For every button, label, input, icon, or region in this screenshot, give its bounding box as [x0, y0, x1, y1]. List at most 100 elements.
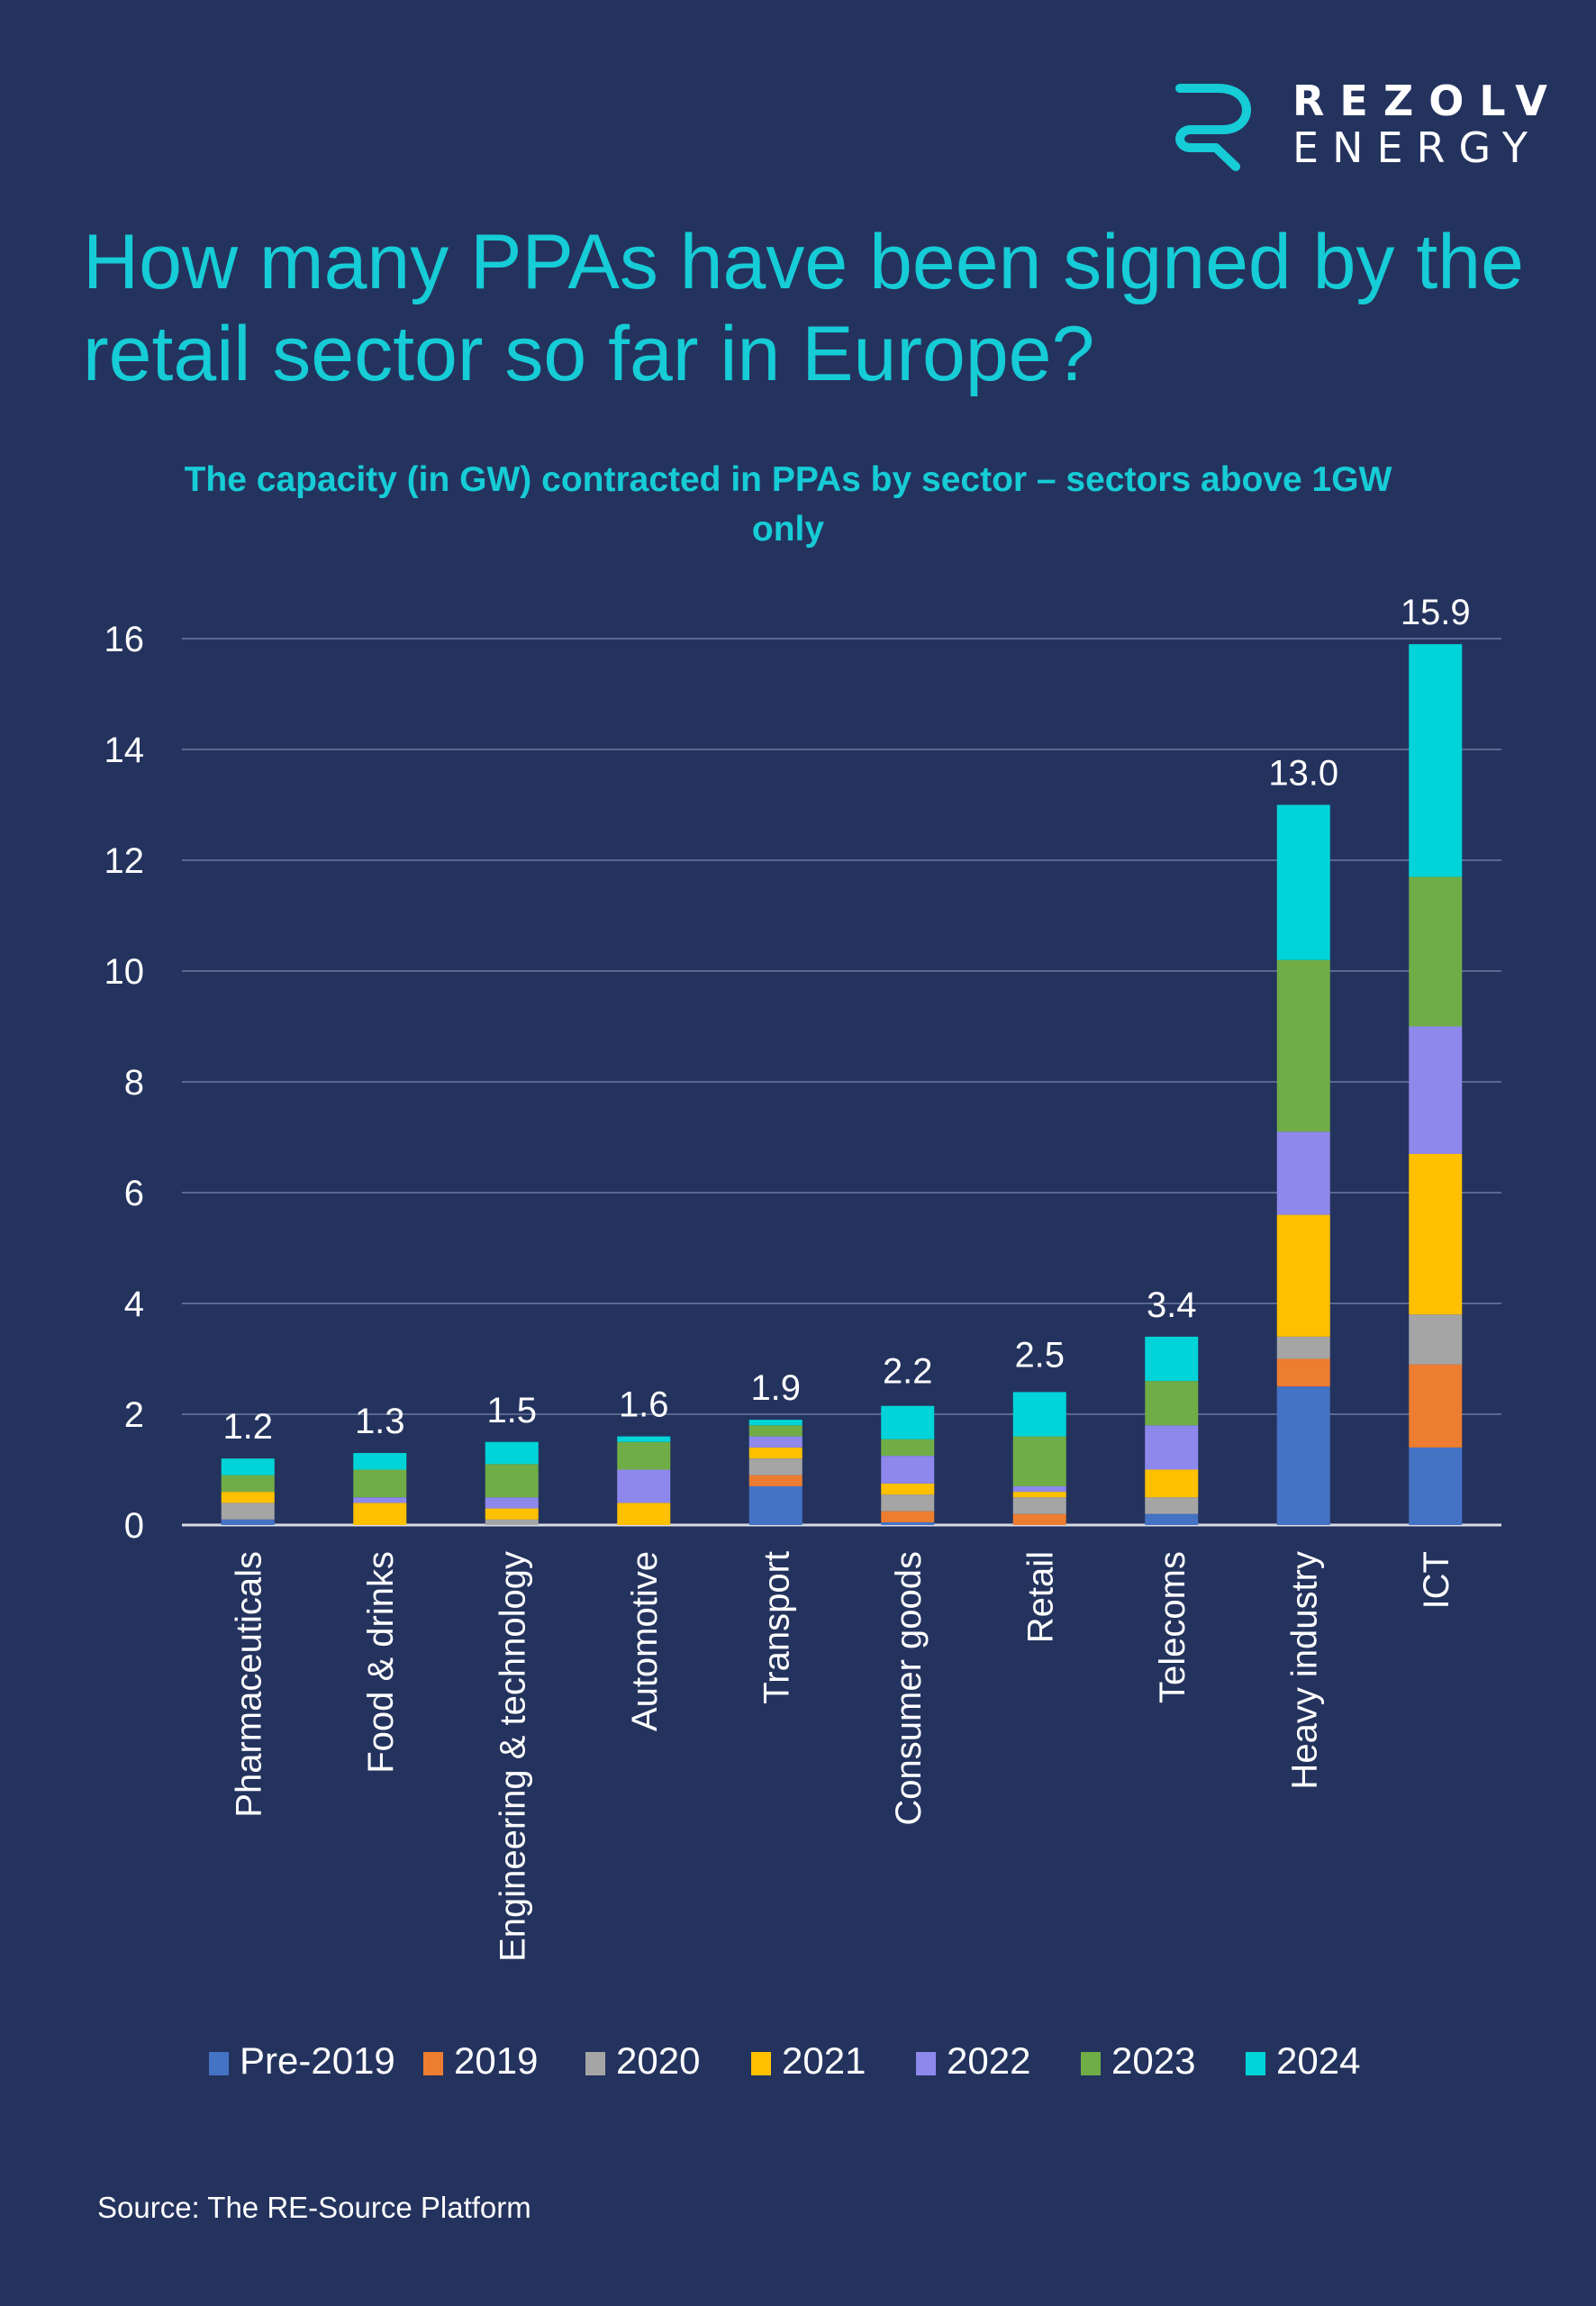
legend-swatch	[751, 2052, 771, 2075]
bar-segment	[881, 1511, 935, 1522]
bar-segment	[221, 1475, 275, 1493]
bar-segment	[1409, 1447, 1463, 1525]
brand-name-line1: REZOLV	[1292, 77, 1563, 125]
bar-segment	[881, 1456, 935, 1484]
legend-item: 2022	[916, 2039, 1030, 2082]
total-label: 3.4	[1147, 1285, 1197, 1325]
y-tick-label: 4	[124, 1285, 144, 1324]
bar-segment	[617, 1503, 671, 1525]
bar-segment	[617, 1441, 671, 1470]
bar-segment	[748, 1436, 803, 1448]
legend-swatch	[423, 2052, 443, 2075]
legend-swatch	[1246, 2052, 1265, 2075]
bar-segment	[748, 1475, 803, 1486]
legend-label: 2019	[454, 2039, 538, 2082]
bar-segment	[1145, 1497, 1199, 1514]
y-tick-label: 2	[124, 1395, 144, 1435]
bar-segment	[485, 1519, 539, 1525]
bar-stack	[1012, 1392, 1066, 1525]
legend: Pre-2019 2019 2020 2021 2022 2023 2024	[209, 2039, 1360, 2082]
bar-stack	[881, 1405, 935, 1525]
legend-item: 2020	[585, 2039, 700, 2082]
bar-segment	[353, 1469, 407, 1498]
bar-segment	[748, 1485, 803, 1525]
bar-segment	[1145, 1425, 1199, 1470]
r-monogram-icon	[1175, 84, 1251, 171]
chart-title: The capacity (in GW) contracted in PPAs …	[184, 460, 1392, 549]
y-axis-ticks: 0 2 4 6 8 10 12 14 16	[104, 620, 145, 1546]
total-label: 1.6	[619, 1385, 669, 1425]
bar-segment	[881, 1483, 935, 1495]
legend-label: Pre-2019	[240, 2039, 395, 2082]
y-tick-label: 12	[104, 841, 145, 881]
x-tick-label: ICT	[1417, 1551, 1456, 1609]
x-tick-label: Automotive	[625, 1551, 665, 1731]
brand-name-line2: ENERGY	[1292, 123, 1541, 172]
legend-label: 2021	[782, 2039, 866, 2082]
total-label: 15.9	[1401, 593, 1471, 632]
legend-item: 2019	[423, 2039, 538, 2082]
total-label: 13.0	[1268, 754, 1338, 794]
bar-segment	[1012, 1513, 1066, 1525]
bar-segment	[1276, 1358, 1330, 1387]
bar-segment	[1145, 1513, 1199, 1525]
page-title: How many PPAs have been signed by the re…	[83, 219, 1524, 397]
bar-segment	[617, 1469, 671, 1503]
bar-segment	[1409, 1364, 1463, 1448]
bar-stack	[221, 1458, 275, 1525]
bar-stack	[748, 1420, 803, 1525]
bar-segment	[1012, 1492, 1066, 1498]
bar-segment	[221, 1519, 275, 1525]
legend-label: 2020	[616, 2039, 700, 2082]
bar-segment	[1409, 1153, 1463, 1315]
x-tick-label: Food & drinks	[361, 1551, 401, 1774]
bar-segment	[1276, 1131, 1330, 1215]
legend-label: 2022	[947, 2039, 1030, 2082]
bar-segment	[485, 1464, 539, 1498]
legend-item: 2023	[1081, 2039, 1195, 2082]
bar-segment	[1012, 1485, 1066, 1493]
x-tick-label: Retail	[1020, 1551, 1060, 1643]
bar-segment	[353, 1453, 407, 1470]
bar-stack	[485, 1441, 539, 1525]
bar-segment	[1145, 1469, 1199, 1498]
bar-segment	[1409, 876, 1463, 1027]
source-note: Source: The RE-Source Platform	[97, 2191, 531, 2224]
bar-segment	[1145, 1381, 1199, 1426]
y-tick-label: 14	[104, 731, 145, 770]
bar-segment	[353, 1497, 407, 1503]
total-label: 2.2	[883, 1352, 933, 1392]
y-tick-label: 0	[124, 1506, 144, 1546]
bar-stack	[1145, 1336, 1199, 1525]
bar-segment	[1276, 1336, 1330, 1359]
bar-segment	[1012, 1436, 1066, 1486]
legend-item: 2024	[1246, 2039, 1360, 2082]
total-labels: 1.2 1.3 1.5 1.6 1.9 2.2 2.5 3.4 13.0 15.9	[222, 593, 1470, 1447]
x-tick-label: Engineering & technology	[493, 1551, 532, 1962]
legend-item: Pre-2019	[209, 2039, 395, 2082]
total-label: 1.3	[355, 1402, 405, 1441]
bar-segment	[881, 1405, 935, 1439]
bar-segment	[1276, 959, 1330, 1132]
bar-segment	[485, 1497, 539, 1509]
legend-label: 2024	[1276, 2039, 1360, 2082]
bar-segment	[1145, 1336, 1199, 1382]
x-tick-label: Transport	[757, 1551, 796, 1704]
bar-segment	[748, 1420, 803, 1426]
bar-segment	[748, 1447, 803, 1459]
bar-segment	[221, 1503, 275, 1520]
y-tick-label: 8	[124, 1063, 144, 1103]
legend-label: 2023	[1111, 2039, 1195, 2082]
bar-segment	[485, 1441, 539, 1465]
legend-swatch	[916, 2052, 936, 2075]
total-label: 1.9	[750, 1368, 801, 1408]
y-tick-label: 6	[124, 1174, 144, 1213]
bar-segment	[221, 1492, 275, 1503]
bar-stack	[1276, 804, 1330, 1525]
stacked-bar-chart: 0 2 4 6 8 10 12 14 16 1.2 1.3 1.5 1.6 1.9 2.2 2.5 3.4 13…	[104, 593, 1501, 2082]
bars	[221, 644, 1463, 1525]
brand-logo: REZOLV ENERGY	[1171, 77, 1549, 176]
bar-segment	[485, 1508, 539, 1520]
bar-segment	[1012, 1497, 1066, 1514]
y-tick-label: 10	[104, 952, 145, 992]
